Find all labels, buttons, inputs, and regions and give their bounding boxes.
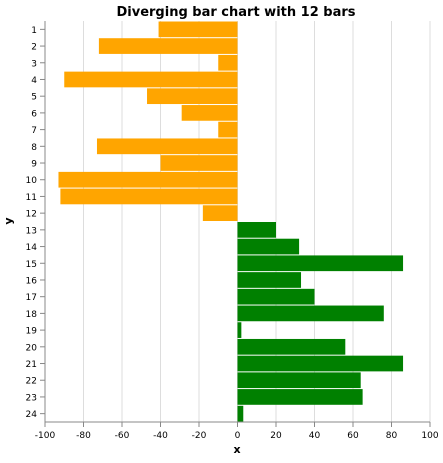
x-tick-label: 0: [235, 431, 241, 441]
gridlines: [44, 21, 431, 422]
y-tick-label: 17: [26, 293, 37, 303]
bar: [98, 38, 238, 54]
x-tick-label: 100: [421, 431, 438, 441]
axes: -100 -80 -60 -40 -20 0 20 40 60 80 100123456789101…: [26, 21, 439, 441]
y-tick-label: 3: [31, 59, 37, 69]
y-tick-label: 4: [31, 76, 37, 86]
y-tick-label: 12: [26, 210, 37, 220]
bar: [237, 405, 244, 422]
x-tick-label: -100: [35, 431, 56, 441]
bar: [64, 71, 238, 88]
y-tick-label: 13: [26, 226, 37, 236]
bar: [237, 355, 404, 372]
bar: [218, 54, 238, 71]
x-tick-label: -80: [76, 431, 91, 441]
bar: [237, 272, 302, 288]
bar: [147, 88, 238, 105]
bar: [158, 21, 238, 38]
y-tick-label: 6: [31, 109, 37, 119]
bar: [237, 389, 363, 405]
y-tick-label: 21: [26, 360, 37, 370]
bar: [237, 305, 384, 322]
y-tick-label: 14: [26, 243, 38, 253]
y-tick-label: 11: [26, 193, 37, 203]
y-tick-label: 1: [31, 26, 37, 36]
bar: [237, 255, 404, 272]
y-tick-label: 10: [26, 176, 38, 186]
y-tick-label: 16: [26, 276, 38, 286]
bar: [237, 238, 300, 255]
y-tick-label: 20: [26, 343, 38, 353]
bar: [237, 222, 276, 238]
x-tick-label: 80: [386, 431, 398, 441]
y-axis-title: y: [2, 217, 15, 224]
y-tick-label: 2: [31, 43, 37, 53]
bar: [181, 105, 238, 121]
x-tick-label: -40: [153, 431, 168, 441]
y-tick-label: 19: [26, 327, 38, 337]
bar: [237, 338, 346, 355]
x-tick-label: 60: [347, 431, 359, 441]
y-tick-label: 22: [26, 377, 37, 387]
bar: [202, 205, 238, 221]
bar: [237, 372, 361, 389]
bars: [58, 21, 404, 422]
bar: [58, 171, 238, 188]
x-tick-label: 40: [309, 431, 321, 441]
bar: [96, 138, 238, 155]
y-tick-label: 15: [26, 260, 37, 270]
bar: [60, 188, 238, 205]
y-tick-label: 9: [31, 160, 37, 170]
chart-title: Diverging bar chart with 12 bars: [116, 5, 355, 20]
x-tick-label: -20: [192, 431, 207, 441]
bar: [237, 322, 242, 338]
y-tick-label: 18: [26, 310, 38, 320]
bar: [237, 288, 315, 305]
y-tick-label: 5: [31, 93, 37, 103]
bar: [160, 155, 238, 171]
x-axis-title: x: [233, 443, 240, 456]
bar: [218, 121, 238, 138]
y-tick-label: 24: [26, 410, 38, 420]
x-tick-label: -60: [115, 431, 130, 441]
y-tick-label: 23: [26, 393, 37, 403]
y-tick-label: 7: [31, 126, 37, 136]
x-tick-label: 20: [270, 431, 282, 441]
y-tick-label: 8: [31, 143, 37, 153]
